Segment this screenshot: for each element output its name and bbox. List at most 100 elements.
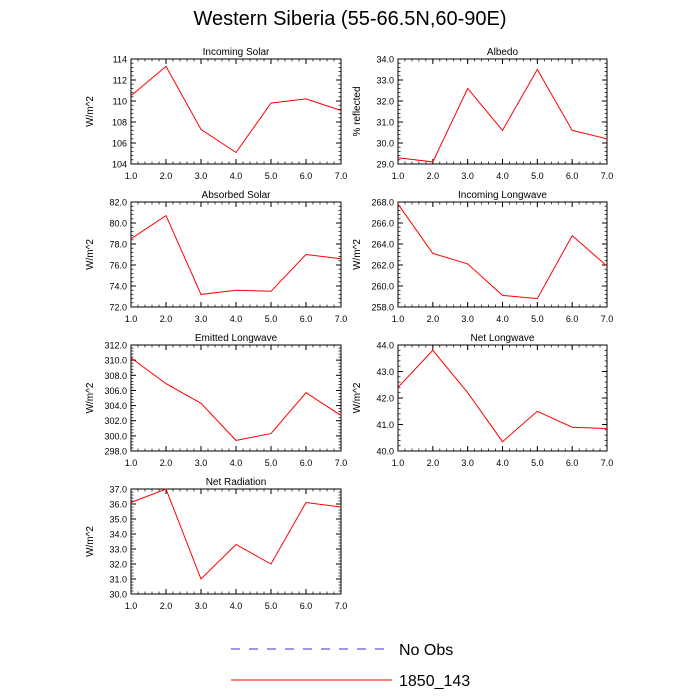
x-tick-label: 2.0 (160, 458, 173, 468)
x-tick-label: 3.0 (461, 314, 474, 324)
y-tick-label: 40.0 (376, 447, 394, 457)
x-tick-label: 3.0 (195, 458, 208, 468)
series-line-1850_143 (130, 488, 342, 580)
panel-net-radiation: Net Radiation W/m^2 1.0 2.0 3.0 4.0 5.0 6.0 7.0 3… (85, 477, 347, 611)
series-line-1850_143 (397, 349, 608, 443)
x-tick-label: 5.0 (531, 171, 544, 181)
plot-frame (130, 488, 342, 595)
y-tick-label: 308.0 (104, 371, 127, 381)
y-tick-label: 78.0 (109, 240, 127, 250)
x-tick-label: 7.0 (601, 171, 614, 181)
x-tick-label: 3.0 (461, 458, 474, 468)
y-tick-label: 298.0 (104, 447, 127, 457)
x-tick-label: 1.0 (392, 314, 405, 324)
panel-title: Net Longwave (471, 333, 535, 344)
y-tick-label: 258.0 (371, 303, 394, 313)
y-tick-label: 82.0 (109, 198, 127, 208)
plot-frame (397, 344, 608, 452)
x-tick-label: 7.0 (335, 314, 348, 324)
x-tick-label: 2.0 (160, 171, 173, 181)
y-axis-label: W/m^2 (352, 239, 363, 270)
x-tick-label: 6.0 (300, 314, 313, 324)
x-tick-label: 4.0 (230, 458, 243, 468)
series-line-1850_143 (130, 357, 342, 441)
y-axis-label: W/m^2 (352, 382, 363, 413)
plot-frame (130, 58, 342, 165)
x-tick-label: 1.0 (125, 601, 138, 611)
plot-frame (397, 201, 608, 308)
panel-net-longwave: Net Longwave W/m^2 1.0 2.0 3.0 4.0 5.0 6.0 7.0 40… (352, 333, 613, 468)
y-tick-label: 264.0 (371, 240, 394, 250)
x-tick-label: 7.0 (601, 458, 614, 468)
y-tick-label: 114 (113, 55, 127, 65)
y-tick-label: 306.0 (104, 386, 127, 396)
x-tick-label: 3.0 (195, 171, 208, 181)
x-tick-label: 2.0 (160, 601, 173, 611)
panel-incoming-solar: Incoming Solar W/m^2 1.0 2.0 3.0 4.0 5.0 6.0 7.0… (85, 47, 347, 181)
x-tick-label: 1.0 (125, 314, 138, 324)
series-line-1850_143 (130, 214, 342, 295)
legend: No Obs 1850_143 (231, 642, 470, 690)
x-tick-label: 5.0 (531, 458, 544, 468)
x-tick-label: 5.0 (265, 314, 278, 324)
x-tick-label: 4.0 (230, 601, 243, 611)
x-tick-label: 1.0 (392, 458, 405, 468)
y-tick-label: 43.0 (376, 367, 394, 377)
series-line-1850_143 (397, 68, 608, 163)
y-tick-label: 41.0 (376, 420, 394, 430)
panel-incoming-longwave: Incoming Longwave W/m^2 1.0 2.0 3.0 4.0 5.0 6.0… (352, 190, 613, 324)
x-tick-label: 5.0 (265, 171, 278, 181)
panel-title: Emitted Longwave (195, 333, 278, 344)
x-tick-label: 7.0 (335, 171, 348, 181)
x-tick-label: 7.0 (601, 314, 614, 324)
panel-title: Incoming Longwave (458, 190, 547, 201)
y-tick-label: 312.0 (104, 341, 127, 351)
x-tick-label: 4.0 (230, 314, 243, 324)
plot-frame (130, 344, 342, 452)
x-tick-label: 6.0 (566, 314, 579, 324)
y-axis-label: W/m^2 (85, 96, 96, 127)
x-tick-label: 4.0 (496, 171, 509, 181)
y-tick-label: 31.0 (376, 118, 394, 128)
y-tick-label: 44.0 (376, 341, 394, 351)
series-line-1850_143 (130, 65, 342, 154)
y-tick-label: 104 (112, 160, 127, 170)
panel-albedo: Albedo % reflected 1.0 2.0 3.0 4.0 5.0 6.0 7.0 29… (352, 47, 613, 181)
panel-title: Absorbed Solar (202, 190, 272, 201)
y-tick-label: 74.0 (109, 282, 127, 292)
x-tick-label: 6.0 (566, 458, 579, 468)
y-tick-label: 33.0 (376, 76, 394, 86)
y-tick-label: 268.0 (371, 198, 394, 208)
y-tick-label: 108 (112, 118, 127, 128)
x-tick-label: 3.0 (461, 171, 474, 181)
y-tick-label: 304.0 (104, 401, 127, 411)
x-tick-label: 1.0 (125, 458, 138, 468)
panel-emitted-longwave: Emitted Longwave W/m^2 1.0 2.0 3.0 4.0 5.0 6.0 7… (85, 333, 347, 468)
plot-frame (397, 58, 608, 165)
x-tick-label: 2.0 (160, 314, 173, 324)
y-tick-label: 35.0 (109, 515, 127, 525)
y-tick-label: 34.0 (376, 55, 394, 65)
panel-title: Incoming Solar (203, 47, 270, 58)
figure-title: Western Siberia (55-66.5N,60-90E) (193, 8, 507, 30)
series-line-1850_143 (397, 203, 608, 300)
y-tick-label: 300.0 (104, 431, 127, 441)
x-tick-label: 4.0 (496, 458, 509, 468)
y-tick-label: 34.0 (109, 530, 127, 540)
panel-absorbed-solar: Absorbed Solar W/m^2 1.0 2.0 3.0 4.0 5.0 6.0 7.0… (85, 190, 347, 324)
y-tick-label: 72.0 (109, 303, 127, 313)
y-tick-label: 30.0 (109, 590, 127, 600)
x-tick-label: 6.0 (566, 171, 579, 181)
x-tick-label: 6.0 (300, 171, 313, 181)
y-tick-label: 310.0 (104, 356, 127, 366)
y-tick-label: 106 (112, 139, 127, 149)
y-tick-label: 42.0 (376, 394, 394, 404)
y-tick-label: 260.0 (371, 282, 394, 292)
y-tick-label: 80.0 (109, 219, 127, 229)
x-tick-label: 1.0 (125, 171, 138, 181)
y-tick-label: 112 (113, 76, 127, 86)
x-tick-label: 6.0 (300, 601, 313, 611)
y-tick-label: 37.0 (109, 485, 127, 495)
y-axis-label: W/m^2 (85, 239, 96, 270)
